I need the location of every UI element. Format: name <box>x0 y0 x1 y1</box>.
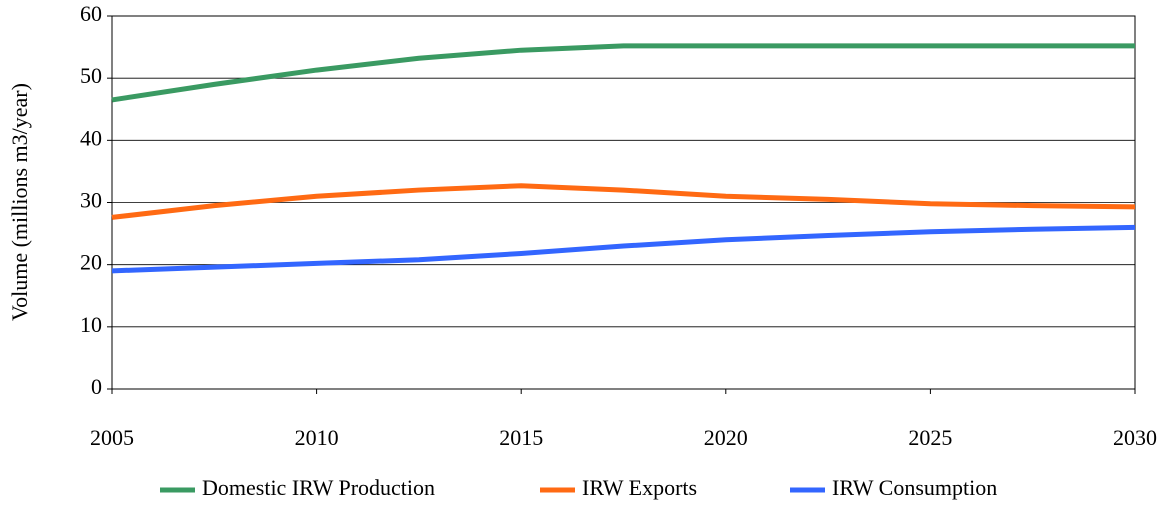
x-tick-label: 2025 <box>908 425 952 450</box>
y-tick-label: 30 <box>80 188 102 213</box>
x-tick-label: 2015 <box>499 425 543 450</box>
y-tick-label: 40 <box>80 125 102 150</box>
legend-label: IRW Consumption <box>832 475 997 500</box>
legend-label: Domestic IRW Production <box>202 475 435 500</box>
x-tick-label: 2005 <box>90 425 134 450</box>
y-tick-label: 50 <box>80 63 102 88</box>
legend-label: IRW Exports <box>582 475 697 500</box>
series-line <box>111 224 1136 274</box>
y-tick-label: 20 <box>80 250 102 275</box>
plot-frame <box>111 15 1136 390</box>
y-axis-label: Volume (millions m3/year) <box>7 83 32 321</box>
x-tick-label: 2030 <box>1113 425 1157 450</box>
y-tick-label: 0 <box>91 374 102 399</box>
y-tick-label: 60 <box>80 1 102 26</box>
x-tick-label: 2010 <box>295 425 339 450</box>
x-tick-label: 2020 <box>704 425 748 450</box>
series-line <box>111 43 1135 103</box>
series-line <box>111 183 1136 220</box>
y-tick-label: 10 <box>80 312 102 337</box>
